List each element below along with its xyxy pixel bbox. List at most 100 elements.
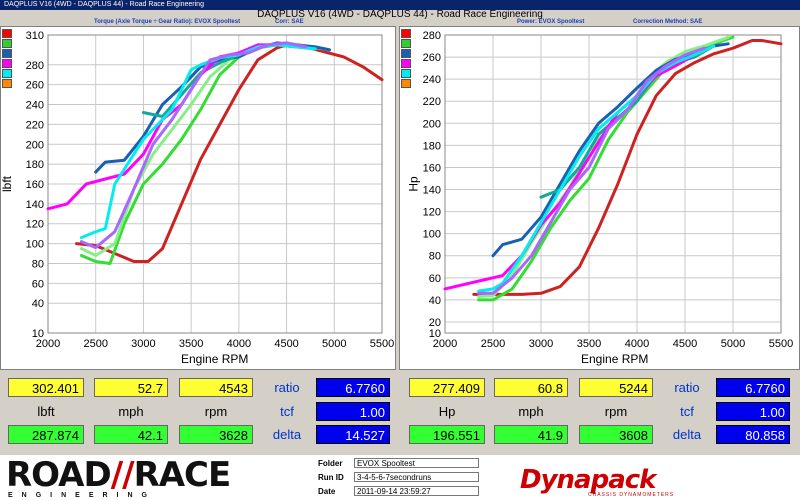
folder-field: EVOX Spooltest [354, 458, 479, 468]
cursor-hp-value: 196.551 [409, 425, 485, 444]
x-tick-label: 5500 [769, 338, 793, 350]
y-tick-label: 80 [429, 251, 441, 263]
x-tick-label: 4000 [227, 338, 251, 350]
right-power-header: Power: EVOX Spooltest [517, 19, 585, 25]
road-race-logo: ROAD//RACE [6, 455, 232, 495]
y-tick-label: 180 [423, 140, 441, 152]
runid-label: Run ID [318, 473, 344, 482]
left-torque-header: Torque (Axle Torque ÷ Gear Ratio): EVOX … [94, 19, 241, 25]
peak-rpm-value: 5244 [579, 378, 653, 397]
x-tick-label: 5000 [322, 338, 346, 350]
runid-field: 3-4-5-6-7secondruns [354, 472, 479, 482]
y-tick-label: 10 [429, 328, 441, 340]
series-line [472, 39, 783, 296]
y-tick-label: 120 [26, 219, 44, 231]
power-chart-panel: Hp Engine RPM 2000 2500 3000 3500 4000 4500 50… [399, 26, 800, 370]
x-tick-label: 3500 [577, 338, 601, 350]
x-tick-label: 2000 [36, 338, 60, 350]
y-tick-label: 260 [26, 80, 44, 92]
series-line [477, 44, 716, 293]
delta-value: 14.527 [316, 425, 390, 444]
delta-label: delta [672, 427, 702, 442]
peak-mph-value: 60.8 [494, 378, 568, 397]
window-titlebar: DAQPLUS V16 (4WD - DAQPLUS 44) - Road Ra… [0, 0, 800, 10]
run-swatch-6[interactable] [401, 79, 411, 88]
x-tick-label: 3000 [529, 338, 553, 350]
tcf-value: 1.00 [316, 402, 390, 421]
footer: ROAD//RACE ENGINEERING Folder EVOX Spool… [0, 455, 800, 500]
unit-lbft-label: lbft [37, 404, 55, 419]
y-tick-label: 220 [26, 119, 44, 131]
plot-frame [444, 34, 782, 334]
y-tick-label: 240 [423, 74, 441, 86]
run-swatch-5[interactable] [2, 69, 12, 78]
run-swatch-4[interactable] [2, 59, 12, 68]
run-swatch-1[interactable] [2, 29, 12, 38]
y-tick-label: 160 [423, 162, 441, 174]
power-x-axis-label: Engine RPM [581, 352, 649, 366]
unit-rpm-label: rpm [204, 404, 228, 419]
peak-mph-value: 52.7 [94, 378, 168, 397]
run-swatch-2[interactable] [2, 39, 12, 48]
cursor-torque-value: 287.874 [8, 425, 84, 444]
peak-torque-value: 302.401 [8, 378, 84, 397]
dynapack-subtitle: CHASSIS DYNAMOMETERS [588, 492, 675, 498]
x-tick-label: 2500 [83, 338, 107, 350]
logo-road-text: ROAD [6, 455, 112, 495]
y-tick-label: 100 [26, 239, 44, 251]
unit-mph-label: mph [118, 404, 144, 419]
logo-slash-mark: // [110, 455, 135, 495]
run-swatch-3[interactable] [401, 49, 411, 58]
x-tick-label: 4000 [625, 338, 649, 350]
cursor-rpm-value: 3608 [579, 425, 653, 444]
y-tick-label: 310 [26, 30, 44, 42]
x-tick-label: 4500 [673, 338, 697, 350]
run-swatch-1[interactable] [401, 29, 411, 38]
series-line [477, 35, 730, 299]
series-line [443, 44, 716, 291]
date-label: Date [318, 487, 336, 496]
y-tick-label: 60 [32, 278, 44, 290]
x-tick-label: 3500 [179, 338, 203, 350]
logo-engineering-text: ENGINEERING [8, 492, 157, 499]
dynapack-logo: Dynapack [520, 465, 656, 495]
left-corr-header: Corr: SAE [275, 19, 304, 25]
y-tick-label: 80 [32, 258, 44, 270]
y-tick-label: 240 [26, 100, 44, 112]
y-tick-label: 140 [26, 199, 44, 211]
series-line [79, 41, 308, 250]
peak-hp-value: 277.409 [409, 378, 485, 397]
run-swatch-4[interactable] [401, 59, 411, 68]
ratio-label: ratio [674, 380, 700, 395]
ratio-value: 6.7760 [716, 378, 790, 397]
series-line [75, 43, 384, 263]
plot-frame [47, 34, 383, 334]
series-line [477, 46, 706, 295]
y-tick-label: 280 [26, 60, 44, 72]
tcf-label: tcf [680, 404, 694, 419]
y-tick-label: 200 [26, 139, 44, 151]
y-tick-label: 160 [26, 179, 44, 191]
unit-rpm-label: rpm [604, 404, 628, 419]
y-tick-label: 140 [423, 185, 441, 197]
run-swatch-6[interactable] [2, 79, 12, 88]
ratio-label: ratio [274, 380, 300, 395]
peak-rpm-value: 4543 [179, 378, 253, 397]
run-swatch-2[interactable] [401, 39, 411, 48]
x-tick-label: 2000 [433, 338, 457, 350]
y-tick-label: 40 [32, 298, 44, 310]
torque-chart: 2000 2500 3000 3500 4000 4500 5000 5500 10 40 60 80… [26, 30, 395, 350]
run-swatch-3[interactable] [2, 49, 12, 58]
unit-mph-label: mph [518, 404, 544, 419]
cursor-rpm-value: 3628 [179, 425, 253, 444]
date-field: 2011-09-14 23:59:27 [354, 486, 479, 496]
y-tick-label: 180 [26, 159, 44, 171]
logo-race-text: RACE [133, 455, 232, 495]
y-tick-label: 10 [32, 328, 44, 340]
y-tick-label: 200 [423, 118, 441, 130]
folder-label: Folder [318, 459, 343, 468]
cursor-mph-value: 41.9 [494, 425, 568, 444]
y-tick-label: 220 [423, 96, 441, 108]
run-swatch-5[interactable] [401, 69, 411, 78]
